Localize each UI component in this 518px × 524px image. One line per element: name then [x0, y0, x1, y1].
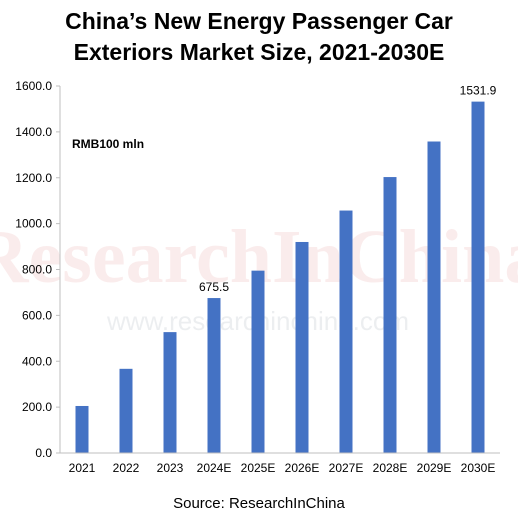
- data-labels: 675.5 1531.9: [199, 84, 497, 294]
- source-note: Source: ResearchInChina: [173, 495, 345, 512]
- bar-2024E: [207, 298, 221, 453]
- y-tick-label: 1600.0: [15, 79, 52, 93]
- y-tick-label: 200.0: [22, 400, 52, 414]
- bar-2029E: [427, 141, 441, 454]
- y-tick-label: 800.0: [22, 263, 52, 277]
- x-tick-label: 2021: [69, 461, 96, 475]
- y-axis: 0.0 200.0 400.0 600.0 800.0 1000.0 1200.0 1400.…: [15, 79, 61, 460]
- y-tick-label: 600.0: [22, 308, 52, 322]
- bar-2021: [75, 405, 89, 453]
- y-tick-label: 1200.0: [15, 171, 52, 185]
- x-tick-label: 2026E: [285, 461, 320, 475]
- bar-2030E: [471, 101, 485, 454]
- bar-2022: [119, 368, 133, 453]
- bar-2023: [163, 332, 177, 453]
- y-tick-label: 1400.0: [15, 125, 52, 139]
- data-label: 1531.9: [460, 84, 497, 98]
- y-tick-label: 1000.0: [15, 217, 52, 231]
- bar-2028E: [383, 177, 397, 453]
- x-tick-label: 2024E: [197, 461, 232, 475]
- bar-2027E: [339, 210, 353, 453]
- chart-title: China’s New Energy Passenger Car Exterio…: [0, 6, 518, 68]
- x-tick-label: 2025E: [241, 461, 276, 475]
- data-label: 675.5: [199, 280, 229, 294]
- x-tick-label: 2029E: [417, 461, 452, 475]
- y-tick-label: 0.0: [35, 446, 52, 460]
- unit-label: RMB100 mln: [72, 137, 144, 151]
- x-tick-label: 2023: [157, 461, 184, 475]
- chart-title-line-1: China’s New Energy Passenger Car: [65, 8, 453, 34]
- bar-2025E: [251, 270, 265, 453]
- y-tick-label: 400.0: [22, 354, 52, 368]
- bars: [75, 101, 485, 454]
- chart-title-line-2: Exteriors Market Size, 2021-2030E: [73, 39, 445, 65]
- x-tick-label: 2030E: [461, 461, 496, 475]
- x-tick-label: 2022: [113, 461, 140, 475]
- x-tick-label: 2028E: [373, 461, 408, 475]
- x-axis: 2021 2022 2023 2024E 2025E 2026E 2027E 2028E 202…: [60, 452, 500, 475]
- x-tick-label: 2027E: [329, 461, 364, 475]
- bar-2026E: [295, 241, 309, 453]
